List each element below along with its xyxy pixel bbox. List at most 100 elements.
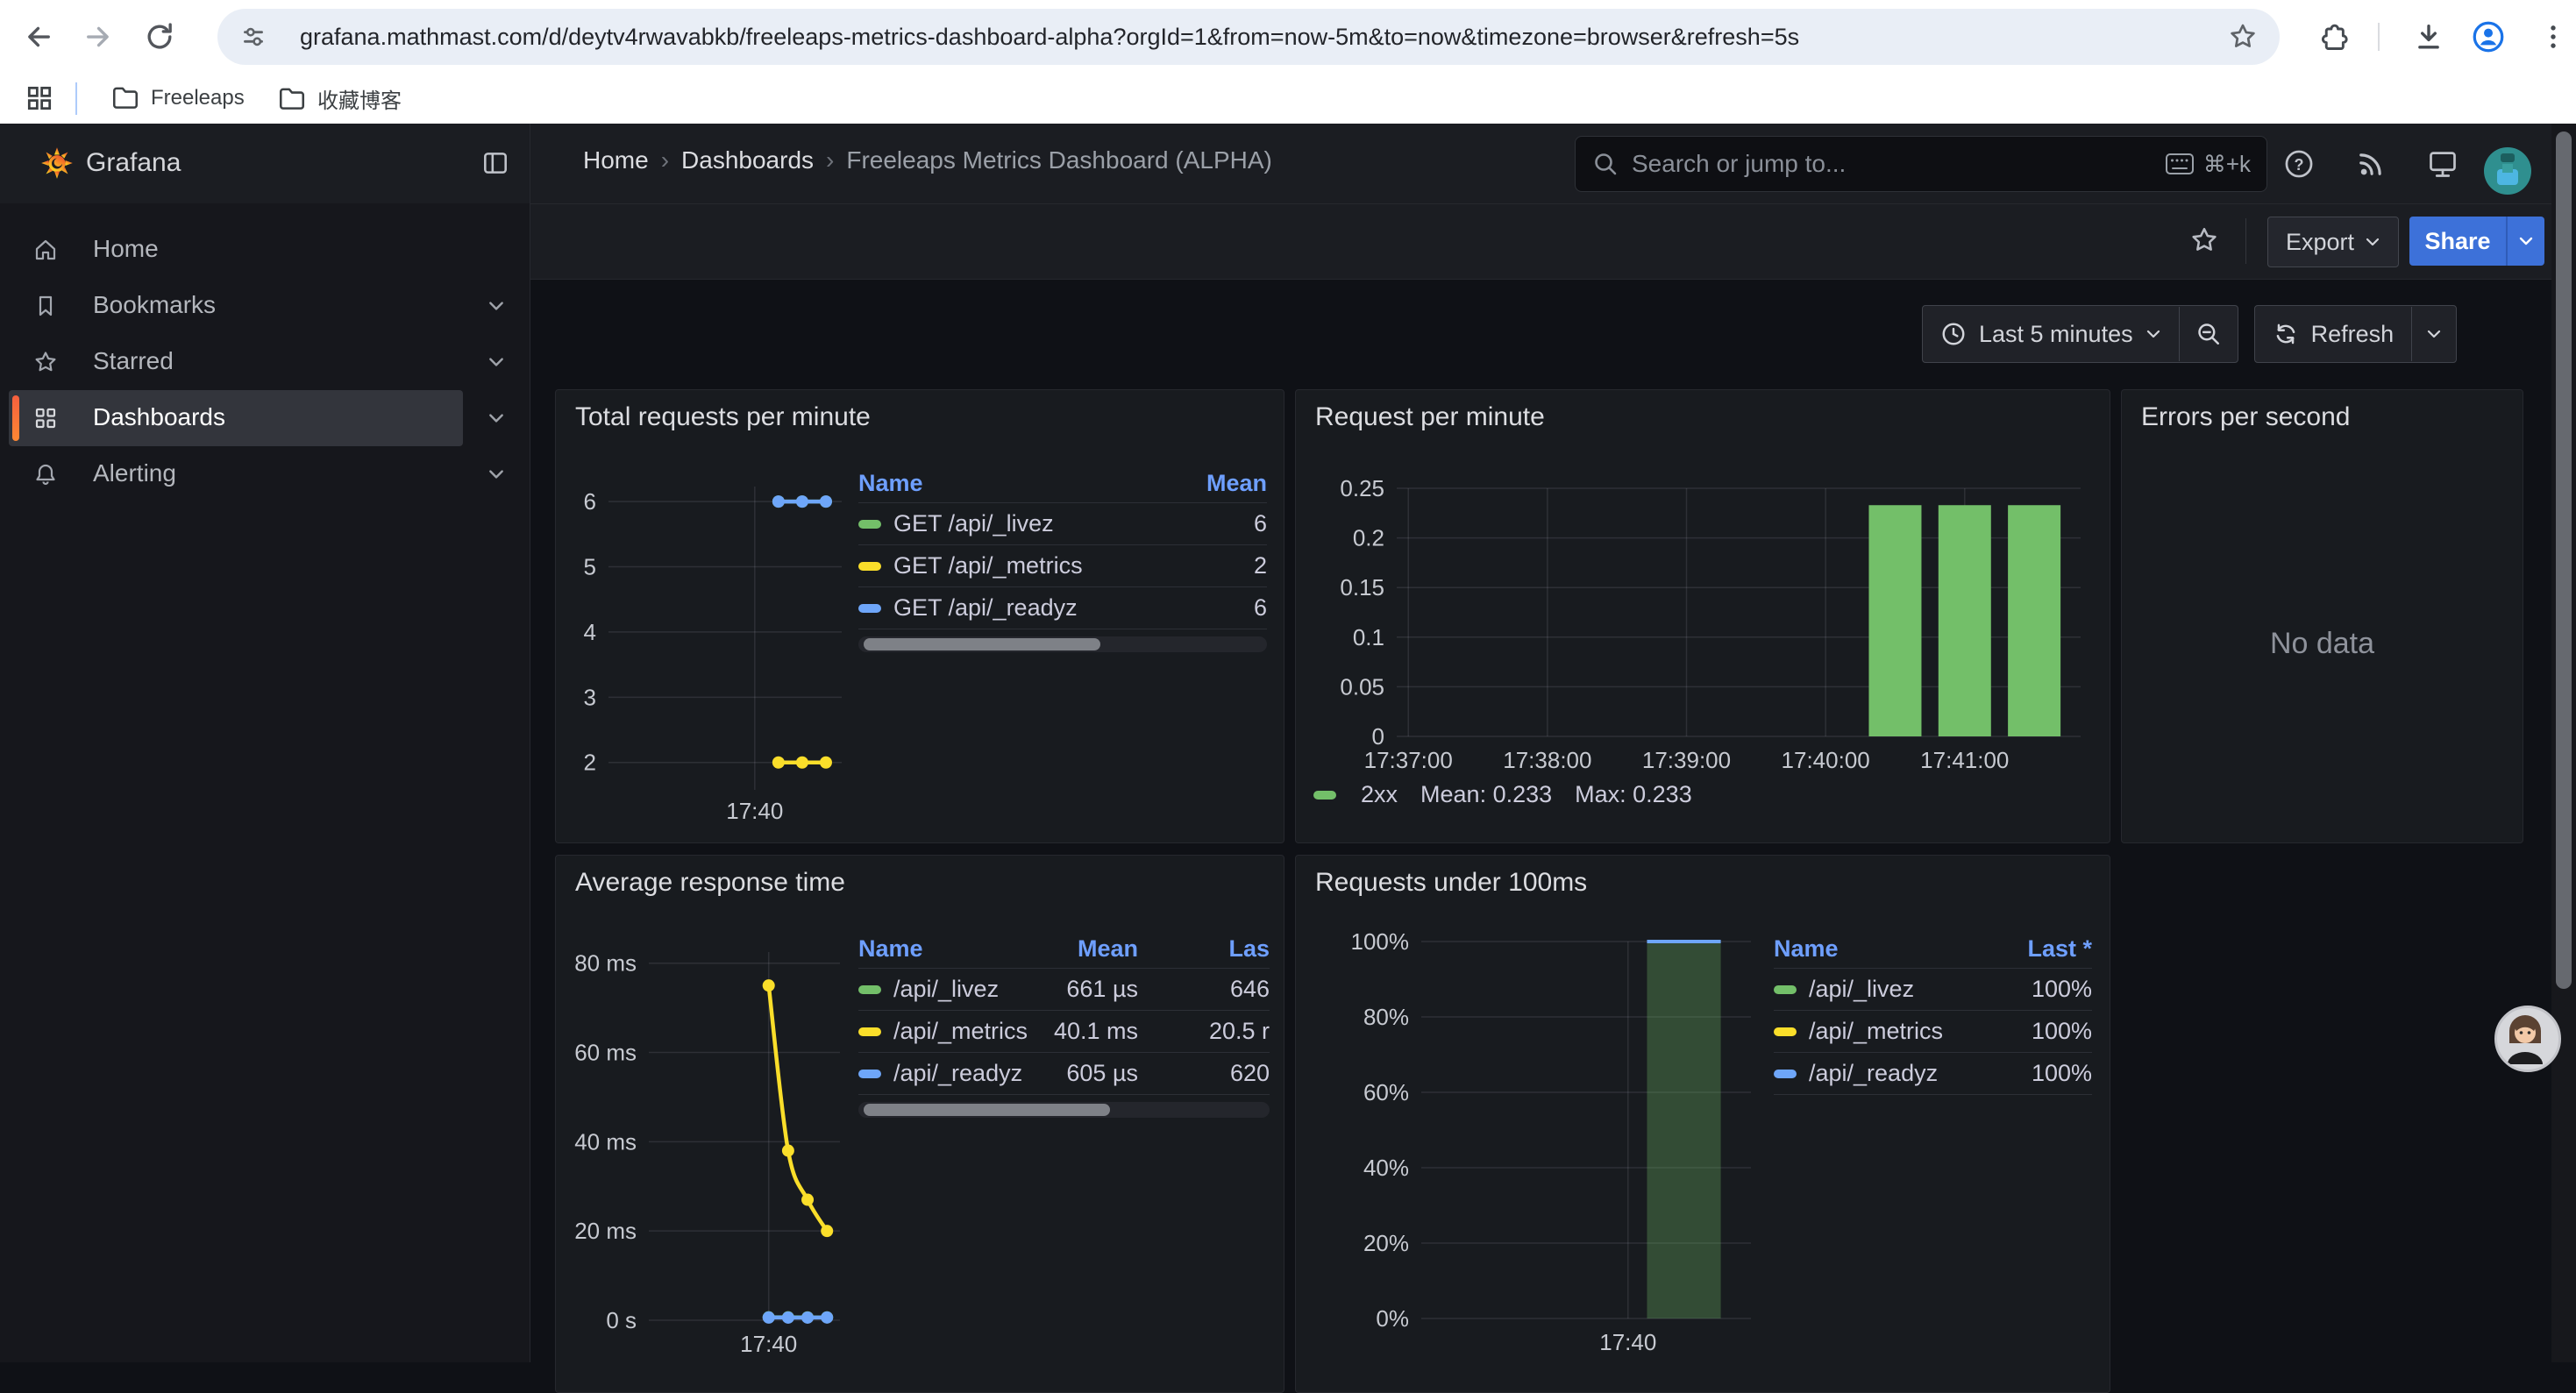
sidebar: Home Bookmarks Starred Dashboards Alerti… <box>0 203 530 1362</box>
bookmark-folder-blogs[interactable]: 收藏博客 <box>277 83 402 114</box>
legend-row[interactable]: /api/_readyz 605 µs 620 <box>858 1053 1270 1095</box>
scrollbar-thumb[interactable] <box>864 638 1100 650</box>
share-button-group: Share <box>2409 217 2544 266</box>
bookmarks-divider <box>75 82 77 115</box>
svg-text:17:39:00: 17:39:00 <box>1642 747 1731 773</box>
profile-button[interactable] <box>2471 19 2506 54</box>
series-swatch <box>858 562 881 571</box>
panel-title[interactable]: Total requests per minute <box>575 402 871 432</box>
news-button[interactable] <box>2355 148 2387 180</box>
user-avatar[interactable] <box>2483 146 2532 195</box>
sidebar-toggle-button[interactable] <box>480 148 510 178</box>
legend-col-mean[interactable]: Mean <box>1162 470 1267 497</box>
sidebar-item-label: Alerting <box>93 459 176 487</box>
legend-row[interactable]: GET /api/_livez 6 <box>858 503 1267 545</box>
series-swatch <box>1774 985 1797 994</box>
share-dropdown-button[interactable] <box>2506 217 2544 266</box>
legend-table: Name Last * /api/_livez 100% /api/_metri… <box>1774 929 2092 1095</box>
svg-text:17:38:00: 17:38:00 <box>1503 747 1591 773</box>
breadcrumb-home[interactable]: Home <box>583 146 649 174</box>
svg-text:17:40: 17:40 <box>1599 1329 1656 1355</box>
svg-text:0.2: 0.2 <box>1353 525 1384 551</box>
panel-title[interactable]: Request per minute <box>1315 402 1545 432</box>
legend-col-last[interactable]: Las <box>1138 935 1270 963</box>
svg-text:80%: 80% <box>1363 1004 1409 1030</box>
bookmark-star-icon[interactable] <box>2227 21 2259 53</box>
apps-grid-button[interactable] <box>25 83 54 113</box>
rss-icon <box>2355 148 2387 180</box>
legend-inline[interactable]: 2xx Mean: 0.233 Max: 0.233 <box>1313 781 1692 808</box>
legend-col-name[interactable]: Name <box>858 470 1162 497</box>
panel-title[interactable]: Requests under 100ms <box>1315 868 1587 898</box>
series-name: GET /api/_readyz <box>893 594 1162 622</box>
sidebar-item-bookmarks[interactable]: Bookmarks <box>9 278 517 334</box>
sidebar-item-starred[interactable]: Starred <box>9 334 517 390</box>
series-last: 100% <box>1987 1060 2092 1087</box>
scrollbar-thumb[interactable] <box>864 1104 1110 1116</box>
sidebar-item-alerting[interactable]: Alerting <box>9 446 517 502</box>
star-icon <box>33 350 58 374</box>
floating-assistant-avatar[interactable] <box>2494 1006 2561 1072</box>
help-button[interactable]: ? <box>2283 148 2315 180</box>
export-button[interactable]: Export <box>2267 217 2399 267</box>
refresh-interval-dropdown[interactable] <box>2412 326 2456 342</box>
legend-scrollbar[interactable] <box>858 636 1267 652</box>
legend-col-name[interactable]: Name <box>858 935 1033 963</box>
url-bar[interactable]: grafana.mathmast.com/d/deytv4rwavabkb/fr… <box>217 9 2280 65</box>
sidebar-item-home[interactable]: Home <box>9 222 517 278</box>
legend-table: Name Mean Las /api/_livez 661 µs 646 /ap… <box>858 929 1270 1118</box>
series-last: 100% <box>1987 976 2092 1003</box>
sidebar-item-dashboards[interactable]: Dashboards <box>9 390 517 446</box>
favorite-dashboard-button[interactable] <box>2189 225 2219 255</box>
legend-row[interactable]: GET /api/_readyz 6 <box>858 587 1267 629</box>
forward-button[interactable] <box>82 21 114 53</box>
search-placeholder: Search or jump to... <box>1632 150 2165 178</box>
legend-row[interactable]: GET /api/_metrics 2 <box>858 545 1267 587</box>
refresh-sync-icon <box>2273 321 2299 347</box>
legend-col-name[interactable]: Name <box>1774 935 1987 963</box>
legend-scrollbar[interactable] <box>858 1102 1270 1118</box>
series-last: 20.5 r <box>1138 1018 1270 1045</box>
search-input[interactable]: Search or jump to... ⌘+k <box>1575 136 2267 192</box>
zoom-out-button[interactable] <box>2180 321 2238 347</box>
svg-text:?: ? <box>2295 156 2304 174</box>
series-swatch <box>1313 791 1336 800</box>
panel-errors-per-second: Errors per second No data <box>2121 389 2523 843</box>
breadcrumb-separator: › <box>814 146 846 174</box>
legend-row[interactable]: /api/_metrics 100% <box>1774 1011 2092 1053</box>
bookmark-folder-freeleaps[interactable]: Freeleaps <box>110 83 245 113</box>
back-button[interactable] <box>23 21 54 53</box>
reload-button[interactable] <box>144 21 175 53</box>
svg-text:6: 6 <box>584 488 596 515</box>
grafana-flame-icon <box>40 146 74 180</box>
download-button[interactable] <box>2413 21 2444 53</box>
panel-title[interactable]: Average response time <box>575 868 845 898</box>
panel-title[interactable]: Errors per second <box>2141 402 2350 432</box>
scrollbar-thumb[interactable] <box>2556 131 2572 989</box>
total-requests-chart: 2345617:40 <box>570 443 873 828</box>
legend-header: Name Mean <box>858 464 1267 503</box>
legend-row[interactable]: /api/_metrics 40.1 ms 20.5 r <box>858 1011 1270 1053</box>
svg-text:0.15: 0.15 <box>1340 574 1384 601</box>
browser-toolbar: grafana.mathmast.com/d/deytv4rwavabkb/fr… <box>0 0 2576 74</box>
share-button[interactable]: Share <box>2409 217 2506 266</box>
time-range-picker[interactable]: Last 5 minutes <box>1923 321 2179 348</box>
legend-row[interactable]: /api/_readyz 100% <box>1774 1053 2092 1095</box>
profile-icon <box>2471 19 2506 54</box>
refresh-button[interactable]: Refresh <box>2255 321 2412 348</box>
legend-col-last[interactable]: Last * <box>1987 935 2092 963</box>
brand-label[interactable]: Grafana <box>86 148 181 178</box>
bell-icon <box>33 462 58 487</box>
legend-row[interactable]: /api/_livez 100% <box>1774 969 2092 1011</box>
series-name: /api/_metrics <box>1809 1018 1987 1045</box>
series-swatch <box>858 1027 881 1036</box>
legend-col-mean[interactable]: Mean <box>1033 935 1138 963</box>
legend-row[interactable]: /api/_livez 661 µs 646 <box>858 969 1270 1011</box>
time-range-label: Last 5 minutes <box>1979 321 2133 348</box>
avatar-girl-image <box>2497 1008 2553 1064</box>
breadcrumb-dashboards[interactable]: Dashboards <box>681 146 814 174</box>
display-button[interactable] <box>2427 148 2459 180</box>
extensions-button[interactable] <box>2316 21 2348 53</box>
browser-menu-button[interactable] <box>2537 21 2569 53</box>
grafana-logo[interactable] <box>40 146 74 180</box>
